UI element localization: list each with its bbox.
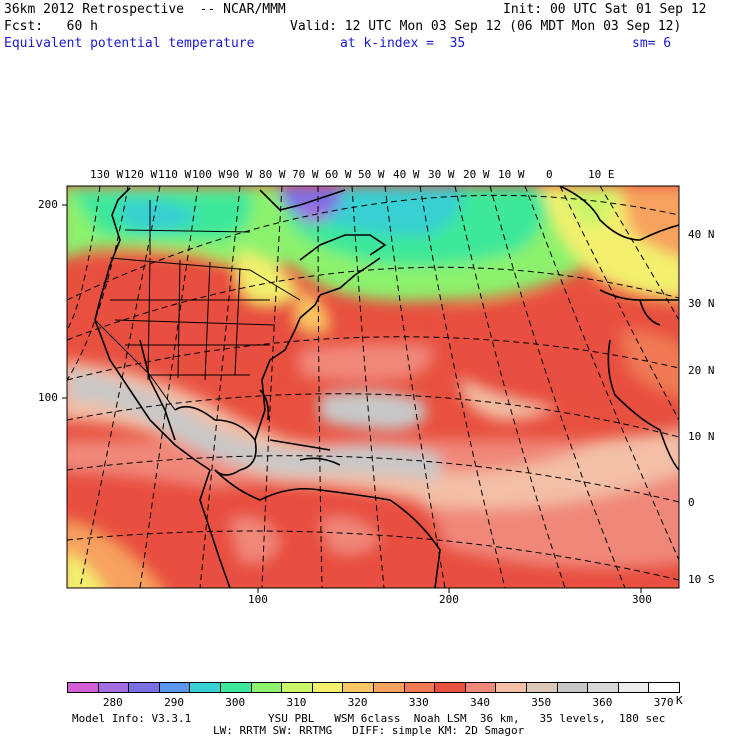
latitude-label: 20 N — [688, 364, 715, 377]
legend-swatch — [434, 682, 466, 693]
valid-time: Valid: 12 UTC Mon 03 Sep 12 (06 MDT Mon … — [290, 19, 682, 34]
legend-label: 350 — [531, 696, 552, 709]
longitude-label: 120 W — [124, 168, 158, 181]
legend-swatch — [281, 682, 313, 693]
legend-swatch — [311, 682, 344, 693]
init-time: Init: 00 UTC Sat 01 Sep 12 — [503, 2, 707, 17]
latitude-label: 0 — [688, 496, 695, 509]
legend-label: 360 — [592, 696, 613, 709]
smoothing-info: sm= 6 — [632, 36, 672, 51]
legend-label: 320 — [347, 696, 368, 709]
legend-swatch — [128, 682, 160, 693]
legend-label: 290 — [164, 696, 184, 709]
longitude-label: 0 — [546, 168, 553, 181]
longitude-label: 50 W — [358, 168, 385, 181]
longitude-label: 20 W — [463, 168, 490, 181]
legend-swatch — [556, 682, 589, 693]
forecast-hour: Fcst: 60 h — [4, 19, 98, 34]
legend-label: 330 — [408, 696, 429, 709]
legend-swatch — [67, 682, 99, 693]
grid-y-label-200: 200 — [38, 198, 58, 211]
longitude-label: 10 E — [588, 168, 615, 181]
grid-x-label-300: 300 — [632, 593, 652, 606]
legend-swatch — [648, 682, 680, 693]
legend-swatch — [403, 682, 436, 693]
legend-swatch — [617, 682, 650, 693]
latitude-label: 40 N — [688, 228, 715, 241]
grid-x-label-200: 200 — [439, 593, 459, 606]
theta-e-field — [67, 186, 679, 588]
political-borders — [94, 200, 301, 411]
longitude-label: 130 W — [90, 168, 124, 181]
run-title: 36km 2012 Retrospective -- NCAR/MMM — [4, 2, 286, 17]
graticule — [67, 186, 679, 588]
vertical-level: at k-index = 35 — [340, 36, 466, 51]
axis-ticks — [62, 204, 642, 593]
longitude-label: 90 W — [226, 168, 253, 181]
physics-line-2: LW: RRTM SW: RRTMG DIFF: simple KM: 2D S… — [213, 724, 525, 737]
legend-label: 340 — [470, 696, 490, 709]
longitude-label: 110 W — [158, 168, 192, 181]
legend-swatch — [526, 682, 558, 693]
grid-x-label-100: 100 — [248, 593, 268, 606]
legend-swatch — [464, 682, 497, 693]
legend-swatch — [373, 682, 405, 693]
latitude-label: 30 N — [688, 297, 715, 310]
legend-swatch — [189, 682, 221, 693]
model-info: Model Info: V3.3.1 — [72, 712, 192, 725]
longitude-label: 100 W — [192, 168, 226, 181]
legend-unit: K — [676, 694, 683, 707]
map-frame — [66, 185, 680, 589]
grid-y-label-100: 100 — [38, 391, 58, 404]
longitude-label: 80 W — [259, 168, 286, 181]
field-name: Equivalent potential temperature — [4, 36, 255, 51]
coastlines — [94, 186, 679, 588]
latitude-label: 10 S — [688, 573, 715, 586]
legend-label: 300 — [225, 696, 246, 709]
legend-swatch — [250, 682, 283, 693]
longitude-label: 60 W — [325, 168, 352, 181]
physics-line-1: YSU PBL WSM 6class Noah LSM 36 km, 35 le… — [268, 712, 666, 725]
legend-swatch — [220, 682, 252, 693]
legend-swatch — [158, 682, 191, 693]
legend-label: 280 — [102, 696, 123, 709]
legend-swatch — [495, 682, 527, 693]
longitude-label: 10 W — [498, 168, 525, 181]
legend-swatch — [342, 682, 374, 693]
legend-swatch — [587, 682, 619, 693]
longitude-label: 30 W — [428, 168, 455, 181]
longitude-label: 40 W — [393, 168, 420, 181]
latitude-label: 10 N — [688, 430, 715, 443]
legend-label: 310 — [286, 696, 307, 709]
legend-label: 370 — [653, 696, 674, 709]
legend-swatch — [97, 682, 130, 693]
longitude-label: 70 W — [292, 168, 319, 181]
